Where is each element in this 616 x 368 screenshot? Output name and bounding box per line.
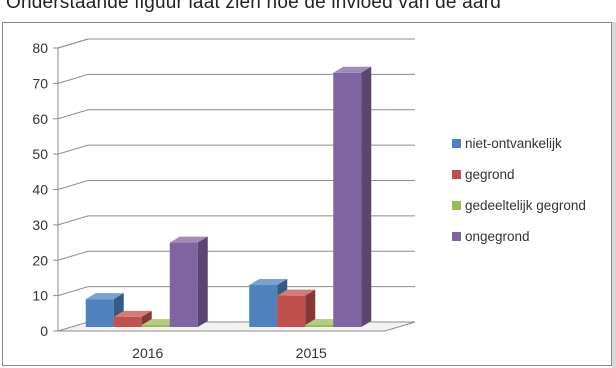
legend-label: gegrond	[465, 167, 515, 182]
bar	[277, 290, 315, 327]
y-tick-label: 50	[32, 146, 48, 162]
legend-item: gedeeltelijk gegrond	[452, 198, 586, 213]
bar	[170, 237, 208, 327]
y-axis-ticks: 0 10 20 30 40 50 60 70 80	[32, 40, 58, 339]
y-tick-label: 80	[32, 40, 48, 56]
legend-swatch	[452, 170, 461, 179]
y-tick-label: 0	[40, 323, 48, 339]
y-tick-label: 30	[32, 217, 48, 233]
legend-item: gegrond	[452, 167, 515, 182]
x-category-label: 2015	[296, 345, 327, 361]
y-tick-label: 10	[32, 288, 48, 304]
legend-swatch	[452, 139, 461, 148]
legend-item: ongegrond	[452, 229, 530, 244]
x-axis-categories: 2016 2015	[132, 345, 327, 361]
bar	[333, 67, 371, 327]
legend: niet-ontvankelijk gegrond gedeeltelijk geg…	[452, 136, 586, 244]
legend-label: niet-ontvankelijk	[465, 136, 562, 151]
legend-item: niet-ontvankelijk	[452, 136, 562, 151]
y-tick-label: 20	[32, 252, 48, 268]
legend-label: gedeeltelijk gegrond	[465, 198, 586, 213]
x-category-label: 2016	[132, 345, 163, 361]
legend-label: ongegrond	[465, 229, 530, 244]
legend-swatch	[452, 232, 461, 241]
y-tick-label: 40	[32, 182, 48, 198]
y-tick-label: 60	[32, 111, 48, 127]
legend-swatch	[452, 201, 461, 210]
y-tick-label: 70	[32, 75, 48, 91]
